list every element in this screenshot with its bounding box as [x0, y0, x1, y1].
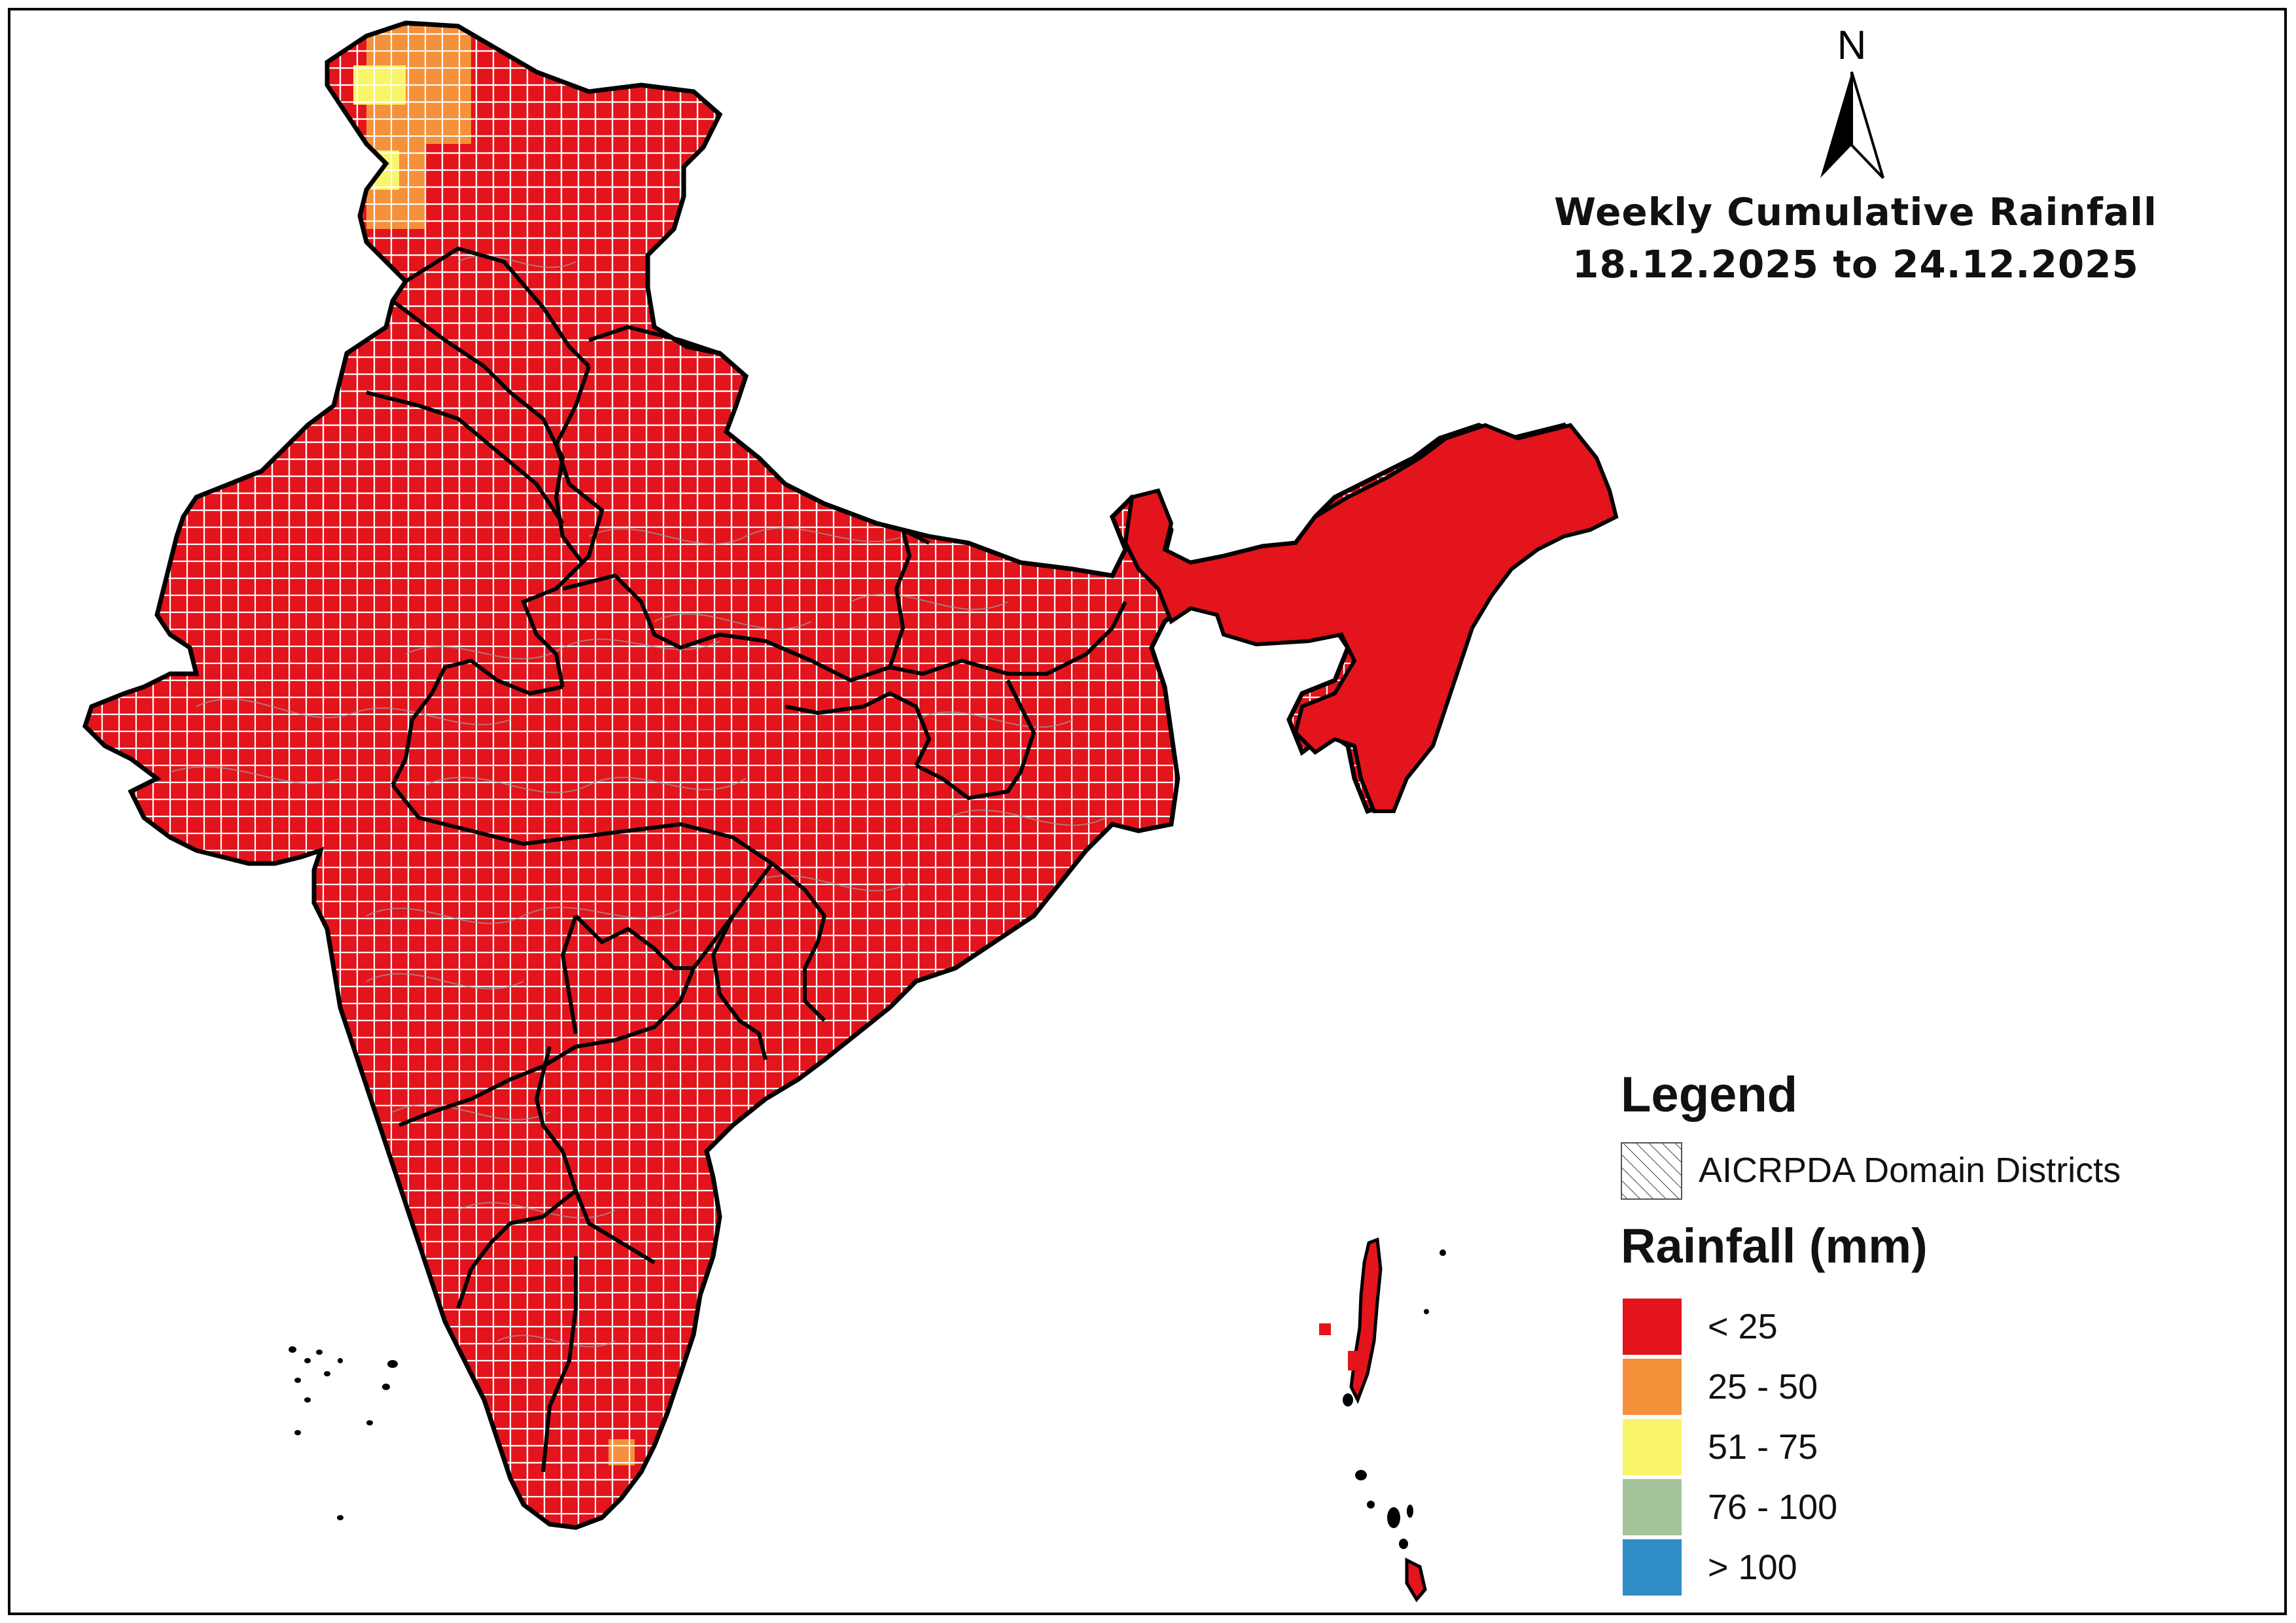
- legend-class-label: > 100: [1708, 1548, 1797, 1587]
- north-label: N: [1837, 23, 1867, 68]
- legend-swatch: [1623, 1479, 1682, 1535]
- legend-swatch: [1623, 1359, 1682, 1415]
- andaman-nicobar-islands: [1319, 1237, 1446, 1603]
- legend-hatch-swatch: [1621, 1142, 1682, 1200]
- state-boundaries: [366, 246, 1127, 1473]
- legend-swatch: [1623, 1419, 1682, 1475]
- district-lines: [169, 255, 1106, 1348]
- legend-class-label: 76 - 100: [1708, 1488, 1838, 1527]
- north-arrow-icon: [1820, 71, 1884, 179]
- legend-class-label: < 25: [1708, 1307, 1778, 1346]
- legend-hatch-label: AICRPDA Domain Districts: [1699, 1151, 2121, 1190]
- map-date-range: 18.12.2025 to 24.12.2025: [1572, 242, 2139, 287]
- map-title: Weekly Cumulative Rainfall: [1554, 190, 2157, 234]
- lakshadweep-islands: [289, 1346, 398, 1520]
- rainfall-legend-heading: Rainfall (mm): [1621, 1219, 1928, 1273]
- legend-swatch: [1623, 1299, 1682, 1355]
- legend-class-label: 51 - 75: [1708, 1427, 1818, 1467]
- legend-swatch: [1623, 1539, 1682, 1596]
- legend-heading: Legend: [1621, 1067, 1798, 1123]
- legend-class-label: 25 - 50: [1708, 1367, 1818, 1406]
